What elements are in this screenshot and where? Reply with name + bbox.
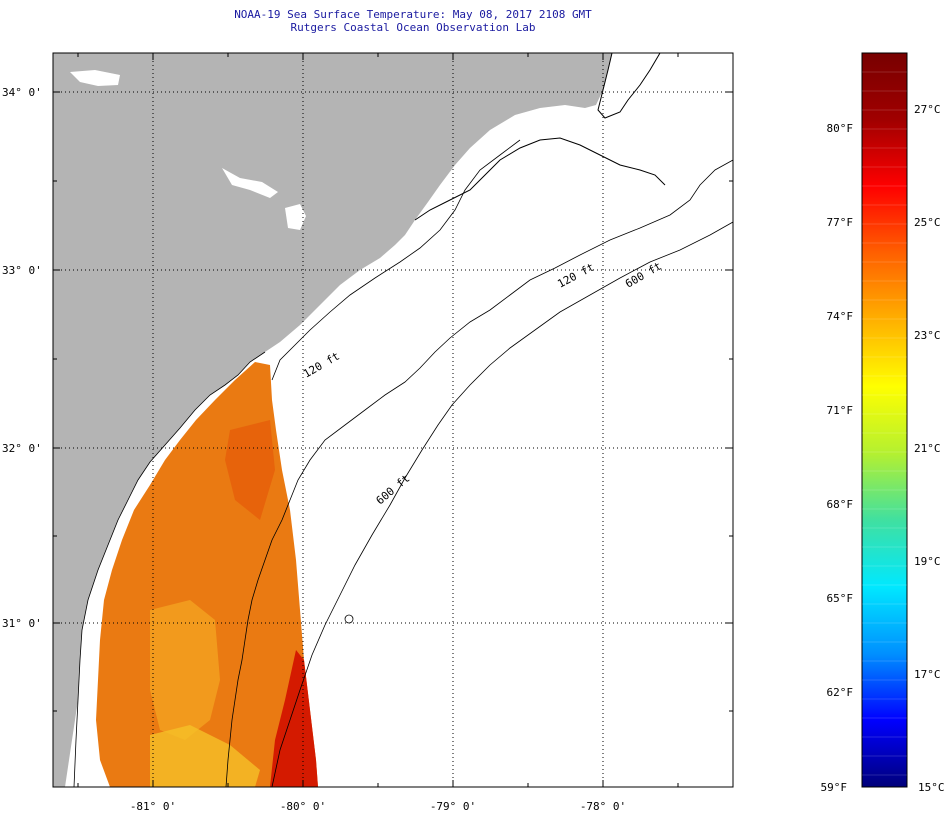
colorbar-c-label: 27°C (914, 103, 941, 116)
colorbar-f-label: 77°F (827, 216, 854, 229)
colorbar-f-label: 62°F (827, 686, 854, 699)
contour-inner (271, 139, 521, 381)
colorbar-f-label: 68°F (827, 498, 854, 511)
lake (70, 70, 120, 86)
colorbar-f-label: 71°F (827, 404, 854, 417)
lon-label: -81° 0' (130, 800, 176, 813)
graticule (53, 53, 733, 787)
colorbar-c-label: 15°C (918, 781, 944, 794)
colorbar (861, 52, 908, 788)
coastline-sc-ga (73, 351, 266, 787)
colorbar-c-label: 25°C (914, 216, 941, 229)
land-mass (53, 53, 612, 787)
colorbar-c-label: 17°C (914, 668, 941, 681)
colorbar-f-label: 59°F (821, 781, 848, 794)
colorbar-c-label: 23°C (914, 329, 941, 342)
lat-label: 32° 0' (2, 442, 42, 455)
coastline-nc (597, 53, 661, 119)
colorbar-f-label: 80°F (827, 122, 854, 135)
colorbar-f-label: 74°F (827, 310, 854, 323)
lon-label: -80° 0' (280, 800, 326, 813)
contour-120ft (225, 159, 733, 787)
colorbar-c-label: 19°C (914, 555, 941, 568)
sst-warm-patch (150, 725, 260, 787)
map-title: NOAA-19 Sea Surface Temperature: May 08,… (234, 8, 592, 21)
sst-orange-patch (225, 420, 275, 520)
lake (285, 204, 306, 230)
colorbar-f-label: 65°F (827, 592, 854, 605)
lon-label: -78° 0' (580, 800, 626, 813)
map-frame (52, 52, 734, 788)
lon-label: -79° 0' (430, 800, 476, 813)
map-subtitle: Rutgers Coastal Ocean Observation Lab (290, 21, 536, 34)
colorbar-c-label: 21°C (914, 442, 941, 455)
lat-label: 34° 0' (2, 86, 42, 99)
lat-label: 31° 0' (2, 617, 42, 630)
lat-label: 33° 0' (2, 264, 42, 277)
contour-600ft (271, 221, 733, 787)
axis-ticks (53, 53, 733, 787)
cape-fear-coast (414, 137, 666, 221)
sst-warm-patch (150, 600, 220, 740)
sst-hot-patch (270, 650, 318, 787)
colorbar-bands (862, 71, 907, 776)
lake (222, 168, 278, 198)
